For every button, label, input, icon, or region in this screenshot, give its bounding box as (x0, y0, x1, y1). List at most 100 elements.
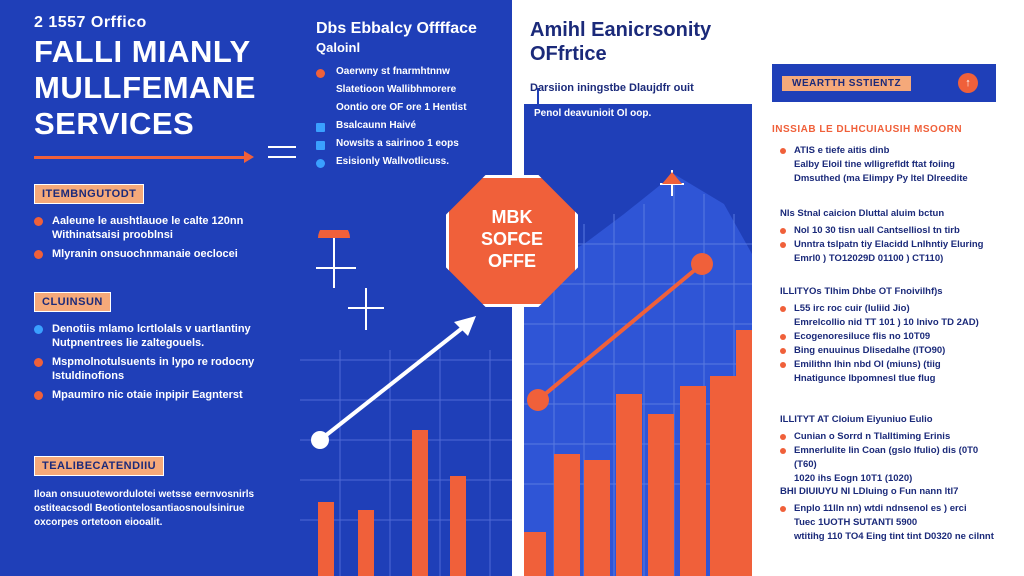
small-heading: 2 1557 Orffico (34, 14, 147, 31)
left-panel: 2 1557 Orffico FALLI MIANLY MULLFEMANE S… (34, 14, 512, 576)
triangle-icon (662, 172, 682, 184)
right-heading-5: BHI DIUIUYU NI LDluing o Fun nann ltl7 (780, 486, 959, 497)
bullet-icon (780, 348, 786, 354)
middle-subheading: Qaloinl (316, 40, 361, 55)
list-item: Mlyranin onsuochnmanaie oeclocei (34, 247, 284, 261)
right-list-3: L55 irc roc cuir (Iuliid Jio) Emrelcolli… (780, 302, 1000, 386)
right-list-5: Enplo 11lln nn) wtdi ndnsenol es ) erci … (780, 502, 1000, 544)
list-item: Emrelcollio nid TT 101 ) 10 lnivo TD 2AD… (794, 317, 979, 328)
chart-bar (584, 460, 610, 576)
title-line: Amihl Eanicrsonity (530, 19, 712, 41)
list-item: Cunian o Sorrd n Tlalltiming Erinis (780, 430, 1000, 444)
octagon-line: SOFCE (480, 229, 543, 249)
octagon-line: OFFE (488, 251, 536, 271)
right-subtitle: Darsiion iningstbe Dlaujdfr ouit (530, 82, 694, 94)
list-item: Ealby Eloil tine wlligrefldt ftat foiing (794, 159, 955, 170)
section1-list: Aaleune le aushtlauoe le calte 120nn Wit… (34, 214, 284, 266)
list-item: Emilithn lhin nbd Ol (miuns) (tiig (780, 358, 1000, 372)
list-item: Tuec 1UOTH SUTANTI 5900 (794, 517, 918, 528)
dash-line (268, 156, 296, 158)
octagon-line: MBK (491, 207, 533, 227)
arrow-up-button[interactable]: ↑ (958, 73, 978, 93)
section3-paragraph: Iloan onsuuotewordulotei wetsse eernvosn… (34, 489, 255, 528)
list-item: wtitihg 110 TO4 Eing tint tint D0320 ne … (794, 531, 994, 542)
wealth-label: WEARTTH SSTIENTZ (782, 76, 912, 91)
right-chart-graphic (524, 170, 752, 576)
right-list-2: Nol 10 30 tisn uall Cantselliosl tn tirb… (780, 224, 1000, 266)
chart-bar (710, 376, 736, 576)
octagon-badge (446, 175, 578, 307)
list-item: L55 irc roc cuir (Iuliid Jio) (780, 302, 1000, 316)
list-item: ATIS e tiefe aitis dinb (780, 144, 1000, 158)
main-title: FALLI MIANLY MULLFEMANE SERVICES (34, 34, 256, 142)
divider-arrow-line (34, 156, 244, 159)
list-item: Denotiis mlamo lcrtlolals v uartlantiny … (34, 322, 284, 350)
title-line: OFfrtice (530, 43, 607, 65)
trend-start-point (527, 389, 549, 411)
list-item: Mpaumiro nic otaie inpipir Eagnterst (34, 388, 284, 402)
list-item: Enplo 11lln nn) wtdi ndnsenol es ) erci (780, 502, 1000, 516)
arrow-up-icon (454, 316, 476, 336)
list-item: Emnerlulite lin Coan (gslo Ifulio) dis (… (780, 444, 1000, 472)
arrow-right-icon (244, 151, 254, 163)
bullet-icon (780, 306, 786, 312)
list-item: Dmsuthed (ma Elimpy Py ltel Dlreedite (794, 173, 968, 184)
person-icon (34, 358, 43, 367)
right-heading-2: Nls Stnal caicion Dluttal aluim bctun (780, 208, 945, 219)
list-item: Esisionly Wallvotlicuss. (316, 156, 506, 168)
list-item: Bing enuuinus Dlisedalhe (ITO90) (780, 344, 1000, 358)
middle-list: Oaerwny st fnarmhtnnw Slatetioon Wallibh… (316, 66, 506, 174)
list-item: Unntra tslpatn tiy Elacidd Lnlhntiy Elur… (780, 238, 1000, 252)
title-line: FALLI MIANLY (34, 34, 251, 69)
chart-bar (736, 330, 752, 576)
trend-arrow-line (318, 320, 472, 442)
bullet-icon (316, 123, 325, 132)
semicircle-icon (318, 230, 350, 238)
bullet-icon (316, 141, 325, 150)
right-list-4: Cunian o Sorrd n Tlalltiming Erinis Emne… (780, 430, 1000, 486)
chart-bar (616, 394, 642, 576)
middle-heading: Dbs Ebbalcy Offfface (316, 20, 477, 37)
list-item: Oaerwny st fnarmhtnnw (316, 66, 506, 78)
bullet-icon (34, 391, 43, 400)
bullet-icon (780, 148, 786, 154)
left-chart-graphic (300, 230, 512, 576)
right-heading-4: ILLITYT AT Cloium Eiyuniuo Eulio (780, 414, 933, 425)
trend-line (536, 262, 704, 402)
chart-caption: Penol deavunioit Ol oop. (534, 108, 652, 119)
list-item: Ecogenoresiluce flis no 10T09 (780, 330, 1000, 344)
trend-start-point (311, 431, 329, 449)
right-list-1: ATIS e tiefe aitis dinb Ealby Eloil tine… (780, 144, 1000, 186)
chart-bar (680, 386, 706, 576)
list-item: Bsalcaunn Haivé (316, 120, 506, 132)
trend-end-point (691, 253, 713, 275)
bullet-icon (780, 362, 786, 368)
title-line: SERVICES (34, 106, 195, 141)
chart-bar (318, 502, 334, 576)
list-item: Nol 10 30 tisn uall Cantselliosl tn tirb (780, 224, 1000, 238)
section2-list: Denotiis mlamo lcrtlolals v uartlantiny … (34, 322, 284, 407)
section-label: CLUINSUN (34, 292, 111, 312)
chart-grid (300, 350, 512, 576)
list-item: Mspmolnotulsuents in lypo re rodocny Ist… (34, 355, 284, 383)
list-item: Slatetioon Wallibhmorere (336, 84, 457, 95)
octagon-text: MBK SOFCE OFFE (446, 206, 578, 272)
list-item: Aaleune le aushtlauoe le calte 120nn Wit… (34, 214, 284, 242)
chart-bar (450, 476, 466, 576)
list-item: Nowsits a sairinoo 1 eops (316, 138, 506, 150)
bullet-icon (780, 434, 786, 440)
bullet-icon (780, 506, 786, 512)
list-item: 1020 ihs Eogn 10T1 (1020) (794, 473, 913, 484)
bullet-icon (780, 242, 786, 248)
chart-bar (524, 532, 546, 576)
right-heading-3: ILLITYOs Tlhim Dhbe OT Fnoivilhf)s (780, 286, 943, 297)
list-item: Emrl0 ) TO12029D 01100 ) CT110) (794, 253, 944, 264)
bullet-icon (780, 334, 786, 340)
bullet-icon (316, 159, 325, 168)
chart-bar (358, 510, 374, 576)
title-line: MULLFEMANE (34, 70, 256, 105)
bullet-icon (780, 448, 786, 454)
right-heading-1: INSSIAB LE DLHCUIAUSIH MSOORN (772, 124, 963, 135)
section-label: TEALIBECATENDIIU (34, 456, 165, 476)
list-item: Hnatigunce lbpomnesl tlue flug (794, 373, 936, 384)
